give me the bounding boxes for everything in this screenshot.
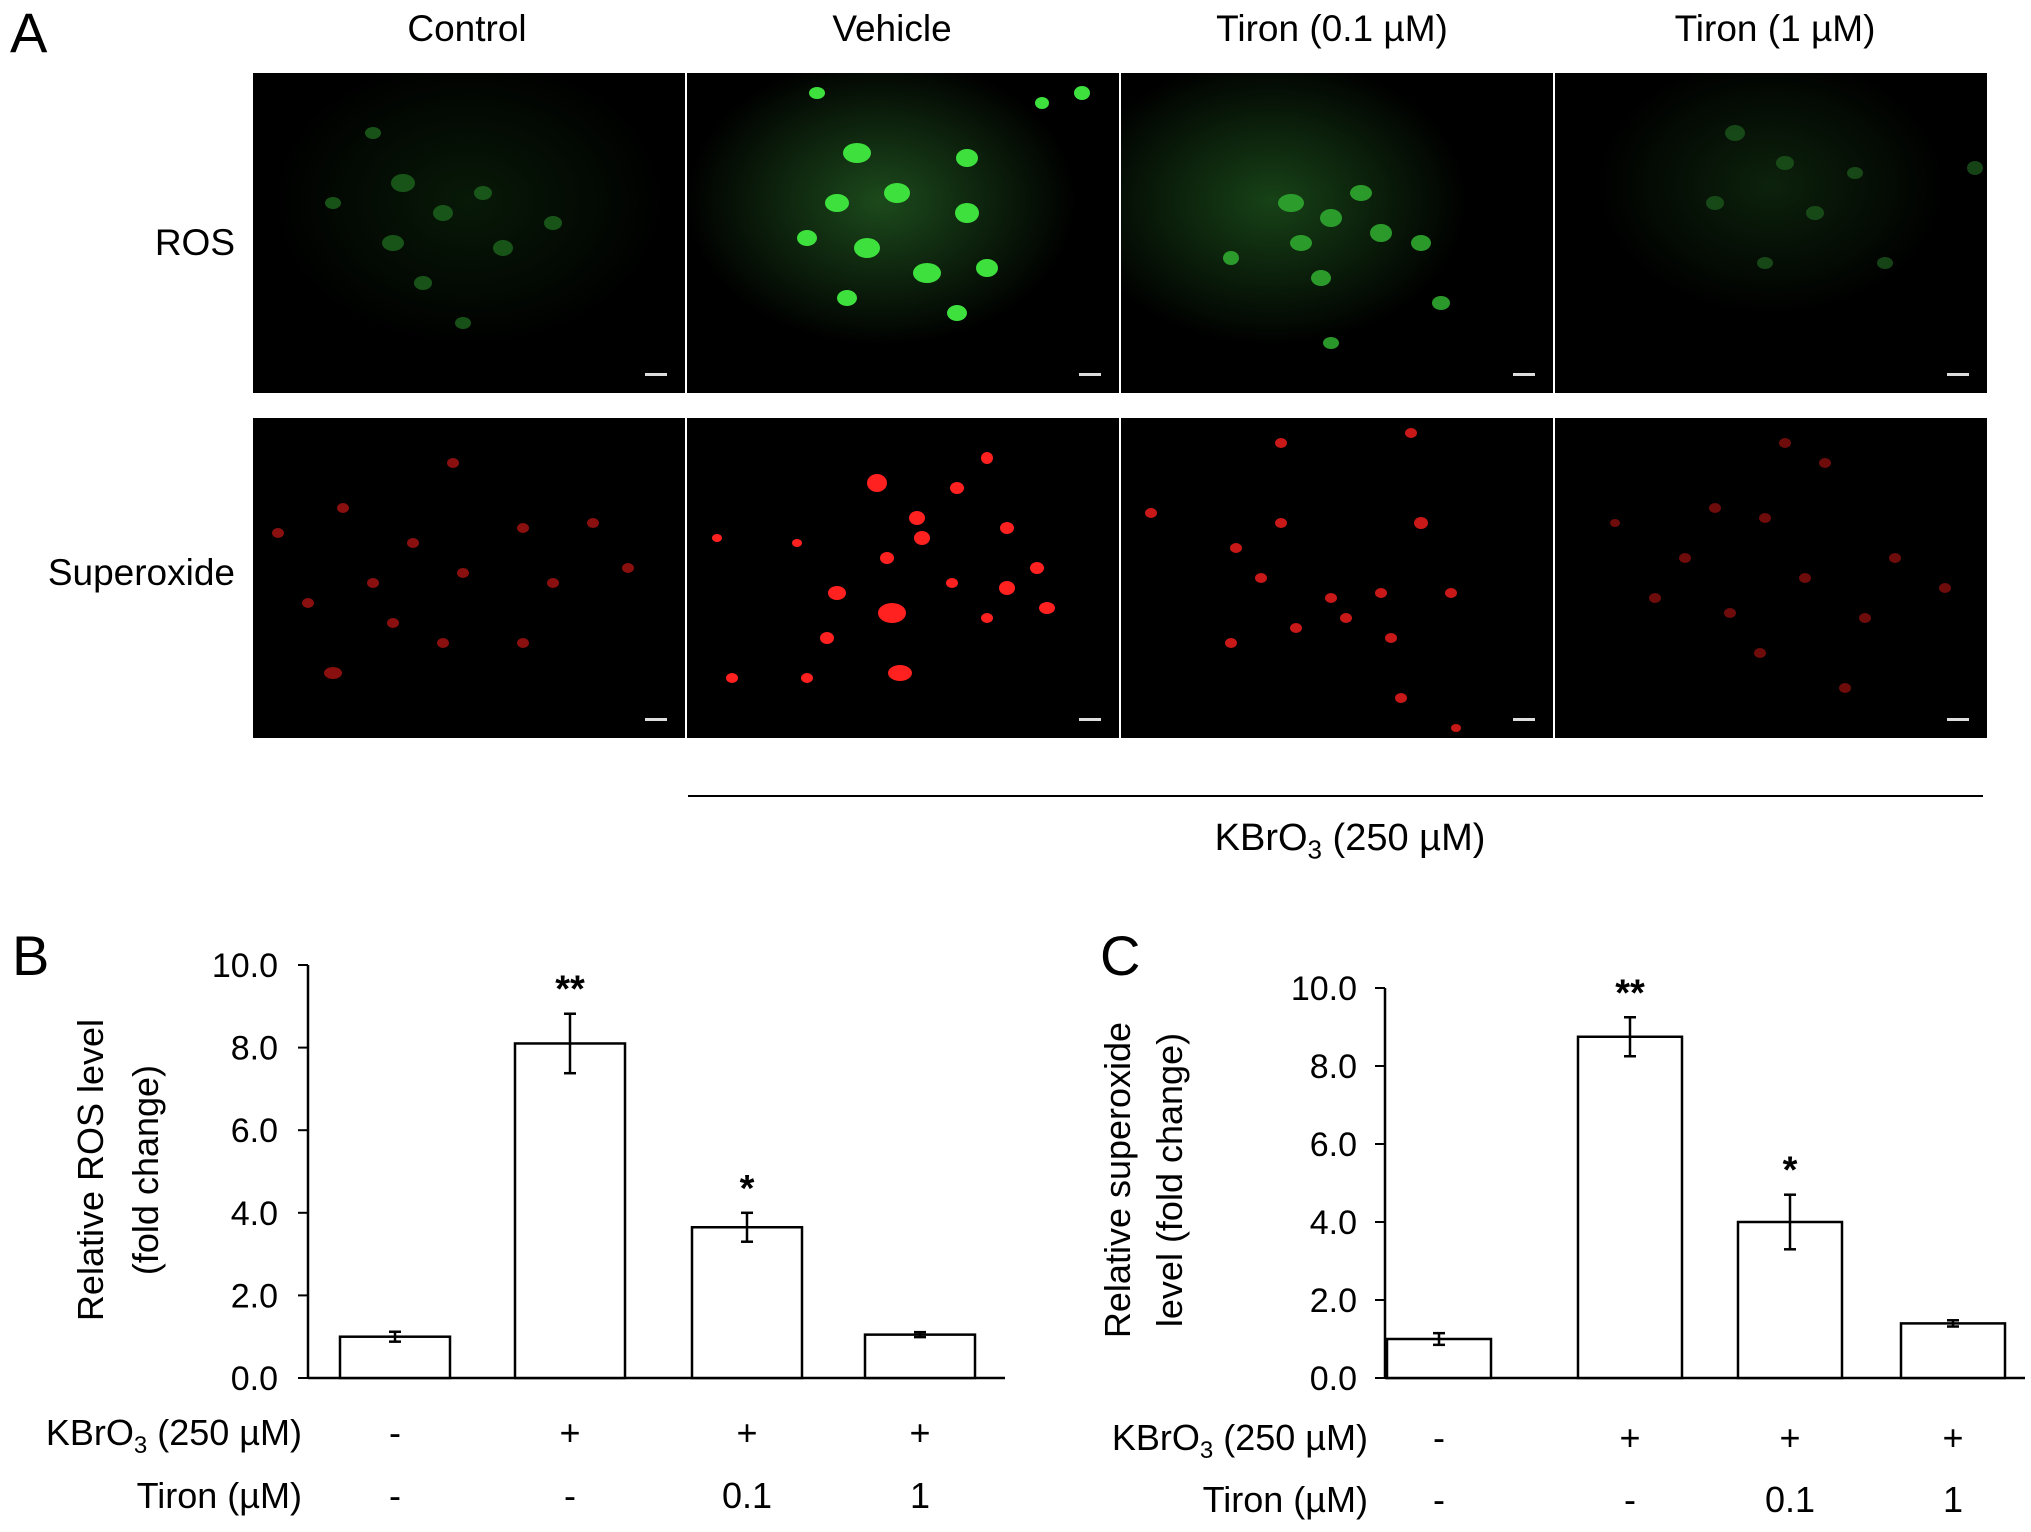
micrograph-ros-control xyxy=(253,73,685,393)
column-title-tiron-01: Tiron (0.1 µM) xyxy=(1216,8,1448,49)
chart-c-significance-label: ** xyxy=(1615,972,1645,1014)
chart-c-row1-value: + xyxy=(1942,1417,1963,1458)
chart-b-bar xyxy=(863,1333,977,1380)
micrograph-superoxide-control xyxy=(253,418,685,738)
chart-c-y-label-line2: level (fold change) xyxy=(1149,1033,1190,1327)
micrograph-ros-tiron-1 xyxy=(1555,73,1987,393)
chart-b-row1-value: + xyxy=(909,1412,930,1453)
micrograph-ros-tiron-01 xyxy=(1121,73,1553,393)
chart-c-y-tick-label: 0.0 xyxy=(1310,1360,1357,1398)
chart-c-y-tick-label: 6.0 xyxy=(1310,1126,1357,1164)
chart-b-y-tick-label: 2.0 xyxy=(231,1277,278,1315)
treatment-label: KBrO3 (250 µM) xyxy=(1214,817,1486,865)
chart-c-y-tick-label: 8.0 xyxy=(1310,1048,1357,1086)
chart-b-row1-label: KBrO3 (250 µM) xyxy=(46,1412,302,1459)
micrograph-superoxide-vehicle xyxy=(687,418,1119,738)
chart-c-row1-value: + xyxy=(1619,1417,1640,1458)
chart-b-significance-label: ** xyxy=(555,969,585,1011)
chart-c-bar xyxy=(1385,1337,1493,1380)
chart-c-row2-label: Tiron (µM) xyxy=(1203,1479,1368,1520)
micrograph-superoxide-tiron-1 xyxy=(1555,418,1987,738)
chart-b-y-label-line1: Relative ROS level xyxy=(70,1019,111,1321)
chart-c-row2-value: - xyxy=(1433,1479,1445,1520)
chart-c-bar xyxy=(1899,1322,2007,1380)
chart-b-row1-value: + xyxy=(559,1412,580,1453)
micrograph-ros-vehicle xyxy=(687,73,1119,393)
chart-c-y-tick-label: 4.0 xyxy=(1310,1204,1357,1242)
chart-b-y-tick-label: 10.0 xyxy=(212,947,278,985)
chart-b-bar xyxy=(690,1226,804,1380)
chart-b-y-tick-label: 0.0 xyxy=(231,1360,278,1398)
chart-b-row1-value: + xyxy=(736,1412,757,1453)
column-title-vehicle: Vehicle xyxy=(832,8,952,49)
treatment-line xyxy=(688,795,1983,797)
chart-b-row1-value: - xyxy=(389,1412,401,1453)
chart-b-row2-value: 0.1 xyxy=(722,1475,772,1516)
chart-c-row1-value: + xyxy=(1779,1417,1800,1458)
chart-c-y-tick-label: 2.0 xyxy=(1310,1282,1357,1320)
chart-b-y-tick-label: 8.0 xyxy=(231,1030,278,1068)
chart-b-bar xyxy=(338,1335,452,1380)
micrograph-superoxide-tiron-01 xyxy=(1121,418,1553,738)
chart-b-row2-value: - xyxy=(389,1475,401,1516)
chart-c-row1-value: - xyxy=(1433,1417,1445,1458)
chart-c-row2-value: 1 xyxy=(1943,1479,1963,1520)
chart-c-row2-value: - xyxy=(1624,1479,1636,1520)
chart-b-panel-letter: B xyxy=(12,924,49,987)
chart-b-row2-value: 1 xyxy=(910,1475,930,1516)
chart-c-y-tick-label: 10.0 xyxy=(1291,970,1357,1008)
column-title-control: Control xyxy=(407,8,527,49)
chart-b-bar xyxy=(513,1042,627,1380)
panel-letter-a: A xyxy=(10,1,48,64)
chart-c-significance-label: * xyxy=(1783,1150,1798,1192)
chart-b-y-tick-label: 6.0 xyxy=(231,1112,278,1150)
chart-c-y-label-line1: Relative superoxide xyxy=(1097,1022,1138,1338)
chart-c-bar xyxy=(1576,1035,1684,1380)
chart-c-row2-value: 0.1 xyxy=(1765,1479,1815,1520)
chart-b-row2-value: - xyxy=(564,1475,576,1516)
row-label-ros: ROS xyxy=(154,222,235,263)
chart-b-y-tick-label: 4.0 xyxy=(231,1195,278,1233)
chart-c-panel-letter: C xyxy=(1100,924,1140,987)
row-label-superoxide: Superoxide xyxy=(47,552,235,593)
chart-b-row2-label: Tiron (µM) xyxy=(137,1475,302,1516)
column-title-tiron-1: Tiron (1 µM) xyxy=(1674,8,1876,49)
chart-b-y-label-line2: (fold change) xyxy=(125,1065,166,1275)
chart-c-row1-label: KBrO3 (250 µM) xyxy=(1112,1417,1368,1464)
chart-b-significance-label: * xyxy=(740,1168,755,1210)
